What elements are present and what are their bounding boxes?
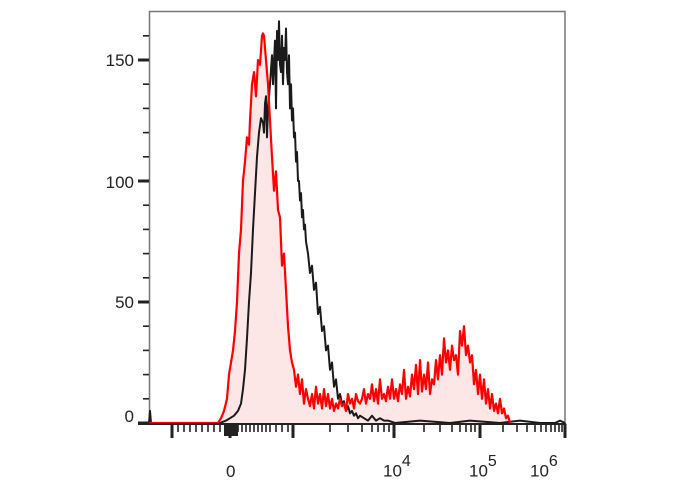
y-axis: [138, 34, 149, 425]
plot-frame: [148, 10, 566, 425]
y-tick-label-150: 150: [105, 51, 134, 70]
stained-histogram-fill: [149, 33, 510, 424]
x-tick-label-10e6: 106: [530, 453, 558, 482]
control-histogram-line: [148, 20, 566, 424]
x-axis: [138, 423, 567, 438]
y-tick-label-50: 50: [115, 293, 134, 312]
x-tick-label-0: 0: [226, 462, 235, 482]
dense-tick-cluster: [224, 424, 238, 436]
y-tick-label-100: 100: [105, 173, 134, 192]
x-tick-base: 10: [530, 461, 549, 481]
x-tick-base: 10: [383, 461, 402, 481]
x-tick-exponent: 6: [548, 453, 558, 470]
x-tick-exponent: 4: [401, 453, 411, 470]
y-tick-label-0: 0: [124, 407, 134, 426]
stained-histogram-line: [149, 32, 512, 425]
x-tick-base: 10: [469, 461, 488, 481]
x-tick-label-10e5: 105: [469, 453, 497, 482]
x-tick-base: 0: [226, 462, 236, 481]
x-tick-label-10e4: 104: [383, 453, 411, 482]
x-tick-exponent: 5: [487, 453, 497, 470]
